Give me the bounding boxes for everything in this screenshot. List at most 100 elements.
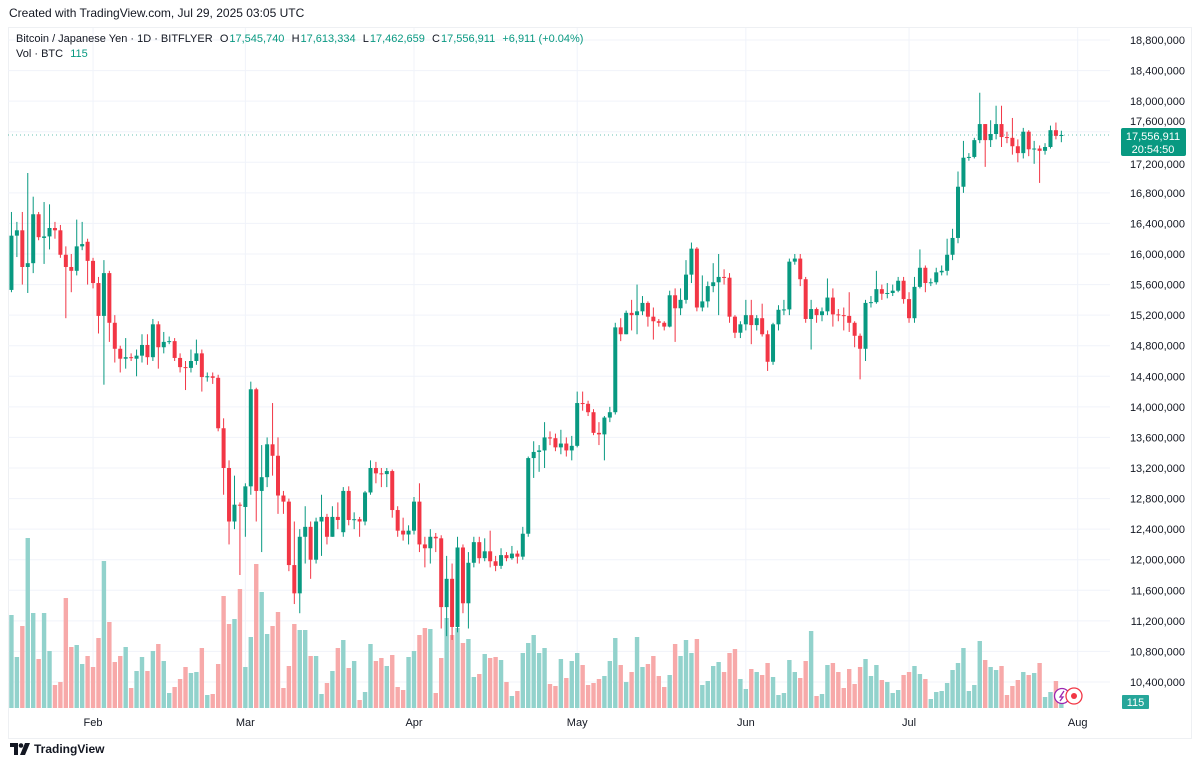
candle[interactable] bbox=[847, 292, 852, 332]
tradingview-logo[interactable]: TradingView bbox=[10, 742, 104, 756]
candle[interactable] bbox=[455, 536, 460, 633]
candle[interactable] bbox=[324, 513, 329, 545]
candle[interactable] bbox=[101, 260, 106, 385]
candle[interactable] bbox=[346, 486, 351, 526]
candle[interactable] bbox=[80, 221, 85, 251]
candle[interactable] bbox=[586, 400, 591, 417]
candle[interactable] bbox=[988, 120, 993, 147]
candle[interactable] bbox=[645, 301, 650, 327]
candle[interactable] bbox=[504, 552, 509, 562]
candle[interactable] bbox=[363, 490, 368, 526]
candle[interactable] bbox=[705, 281, 710, 308]
candle[interactable] bbox=[1048, 125, 1053, 149]
candle[interactable] bbox=[286, 498, 291, 572]
candle[interactable] bbox=[678, 288, 683, 316]
candle[interactable] bbox=[276, 437, 280, 514]
candle[interactable] bbox=[25, 172, 30, 293]
candle[interactable] bbox=[450, 563, 455, 640]
candle[interactable] bbox=[1026, 130, 1031, 157]
candle[interactable] bbox=[422, 536, 427, 568]
candle[interactable] bbox=[509, 545, 514, 560]
candle[interactable] bbox=[1043, 143, 1048, 155]
candle[interactable] bbox=[433, 532, 438, 553]
candle[interactable] bbox=[548, 431, 552, 446]
candle[interactable] bbox=[357, 516, 362, 537]
candle[interactable] bbox=[1021, 127, 1026, 159]
candle[interactable] bbox=[765, 330, 770, 371]
candle[interactable] bbox=[444, 555, 449, 637]
candle[interactable] bbox=[743, 299, 748, 331]
candle[interactable] bbox=[868, 296, 873, 308]
candle[interactable] bbox=[716, 254, 721, 316]
candle[interactable] bbox=[1053, 122, 1058, 140]
candle[interactable] bbox=[694, 247, 699, 312]
candle[interactable] bbox=[809, 299, 814, 350]
candle[interactable] bbox=[406, 525, 411, 545]
candle[interactable] bbox=[36, 211, 41, 241]
candle[interactable] bbox=[874, 270, 879, 304]
candle[interactable] bbox=[564, 437, 569, 457]
candle[interactable] bbox=[1032, 140, 1037, 164]
candle[interactable] bbox=[156, 321, 161, 369]
candle[interactable] bbox=[917, 249, 922, 289]
candle[interactable] bbox=[596, 422, 601, 446]
candle[interactable] bbox=[591, 409, 596, 436]
candle[interactable] bbox=[1037, 145, 1042, 183]
candle[interactable] bbox=[259, 445, 264, 553]
candle[interactable] bbox=[662, 321, 667, 331]
candle[interactable] bbox=[863, 299, 868, 361]
candle[interactable] bbox=[738, 321, 743, 339]
candle[interactable] bbox=[1059, 130, 1064, 143]
candle[interactable] bbox=[727, 273, 732, 323]
candle[interactable] bbox=[47, 204, 52, 250]
candle[interactable] bbox=[31, 196, 36, 274]
candle[interactable] bbox=[205, 372, 210, 382]
candle[interactable] bbox=[792, 254, 797, 265]
candle[interactable] bbox=[575, 391, 580, 448]
candle[interactable] bbox=[934, 267, 939, 285]
candle[interactable] bbox=[607, 406, 612, 423]
candle[interactable] bbox=[841, 307, 846, 331]
candle[interactable] bbox=[939, 265, 944, 276]
candle[interactable] bbox=[390, 469, 395, 518]
candle[interactable] bbox=[635, 284, 640, 335]
candle[interactable] bbox=[368, 460, 373, 495]
candle[interactable] bbox=[760, 303, 765, 337]
candle[interactable] bbox=[134, 349, 139, 377]
candle[interactable] bbox=[172, 338, 177, 361]
candle[interactable] bbox=[129, 353, 134, 361]
candle[interactable] bbox=[178, 353, 183, 373]
candle[interactable] bbox=[776, 305, 781, 331]
candle[interactable] bbox=[983, 124, 988, 167]
candle[interactable] bbox=[237, 502, 242, 575]
candle[interactable] bbox=[956, 171, 960, 244]
candle[interactable] bbox=[890, 284, 895, 297]
candle[interactable] bbox=[966, 153, 971, 161]
candle[interactable] bbox=[542, 422, 547, 468]
candle[interactable] bbox=[254, 387, 259, 522]
candle[interactable] bbox=[896, 276, 901, 293]
candle[interactable] bbox=[928, 278, 933, 287]
candle[interactable] bbox=[972, 137, 977, 159]
candle[interactable] bbox=[9, 211, 14, 293]
candle[interactable] bbox=[945, 238, 950, 276]
candle[interactable] bbox=[330, 506, 335, 537]
candle[interactable] bbox=[118, 345, 123, 373]
candle[interactable] bbox=[270, 403, 275, 476]
candle[interactable] bbox=[493, 555, 498, 572]
candle[interactable] bbox=[820, 307, 824, 322]
price-axis[interactable]: 18,800,000 18,400,000 18,000,000 17,600,000… bbox=[1130, 35, 1185, 689]
candle[interactable] bbox=[265, 437, 270, 488]
candle[interactable] bbox=[20, 211, 25, 285]
candle[interactable] bbox=[613, 322, 618, 415]
candle[interactable] bbox=[569, 435, 574, 461]
candle[interactable] bbox=[781, 299, 786, 316]
symbol-description[interactable]: Bitcoin / Japanese Yen · 1D · BITFLYER bbox=[16, 33, 213, 45]
candle[interactable] bbox=[352, 512, 357, 530]
candle[interactable] bbox=[732, 315, 737, 339]
candle[interactable] bbox=[52, 221, 57, 239]
candle[interactable] bbox=[96, 276, 101, 334]
candle[interactable] bbox=[999, 105, 1004, 147]
candle[interactable] bbox=[466, 552, 471, 629]
candle[interactable] bbox=[825, 278, 830, 316]
